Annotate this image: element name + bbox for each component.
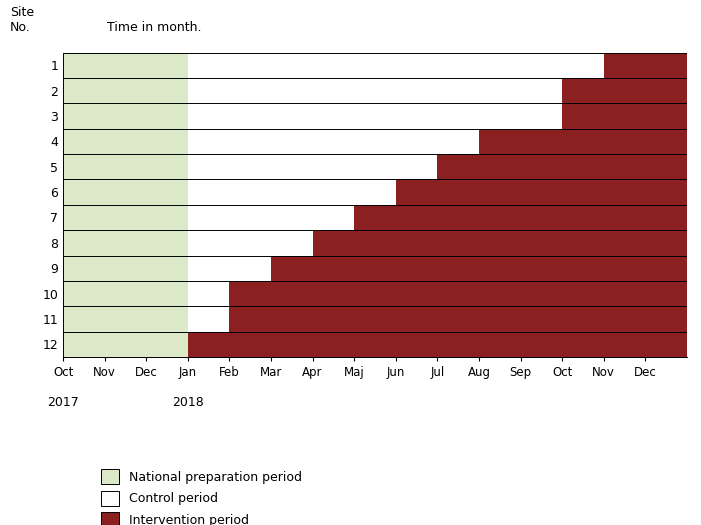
Bar <box>188 52 604 78</box>
Bar <box>63 103 188 129</box>
Bar <box>63 129 188 154</box>
Bar <box>63 78 188 103</box>
Bar <box>479 129 687 154</box>
Bar <box>313 230 687 256</box>
Bar <box>188 332 687 357</box>
Bar <box>229 281 687 306</box>
Bar <box>188 230 313 256</box>
Bar <box>63 281 188 306</box>
Legend: National preparation period, Control period, Intervention period: National preparation period, Control per… <box>100 469 302 525</box>
Bar <box>396 180 687 205</box>
Text: 2017: 2017 <box>47 396 79 409</box>
Text: Time in month.: Time in month. <box>107 21 201 34</box>
Bar <box>562 103 687 129</box>
Bar <box>63 332 188 357</box>
Bar <box>188 78 562 103</box>
Bar <box>188 256 271 281</box>
Bar <box>63 230 188 256</box>
Text: Site
No.: Site No. <box>10 6 34 34</box>
Bar <box>354 205 687 230</box>
Bar <box>188 180 396 205</box>
Bar <box>63 306 188 332</box>
Bar <box>63 256 188 281</box>
Bar <box>188 281 229 306</box>
Bar <box>271 256 687 281</box>
Bar <box>63 180 188 205</box>
Bar <box>188 129 479 154</box>
Bar <box>188 306 229 332</box>
Text: 2018: 2018 <box>172 396 204 409</box>
Bar <box>63 52 188 78</box>
Bar <box>188 103 562 129</box>
Bar <box>63 154 188 180</box>
Bar <box>63 205 188 230</box>
Bar <box>562 78 687 103</box>
Bar <box>604 52 687 78</box>
Bar <box>188 205 354 230</box>
Bar <box>229 306 687 332</box>
Bar <box>437 154 687 180</box>
Bar <box>188 154 437 180</box>
